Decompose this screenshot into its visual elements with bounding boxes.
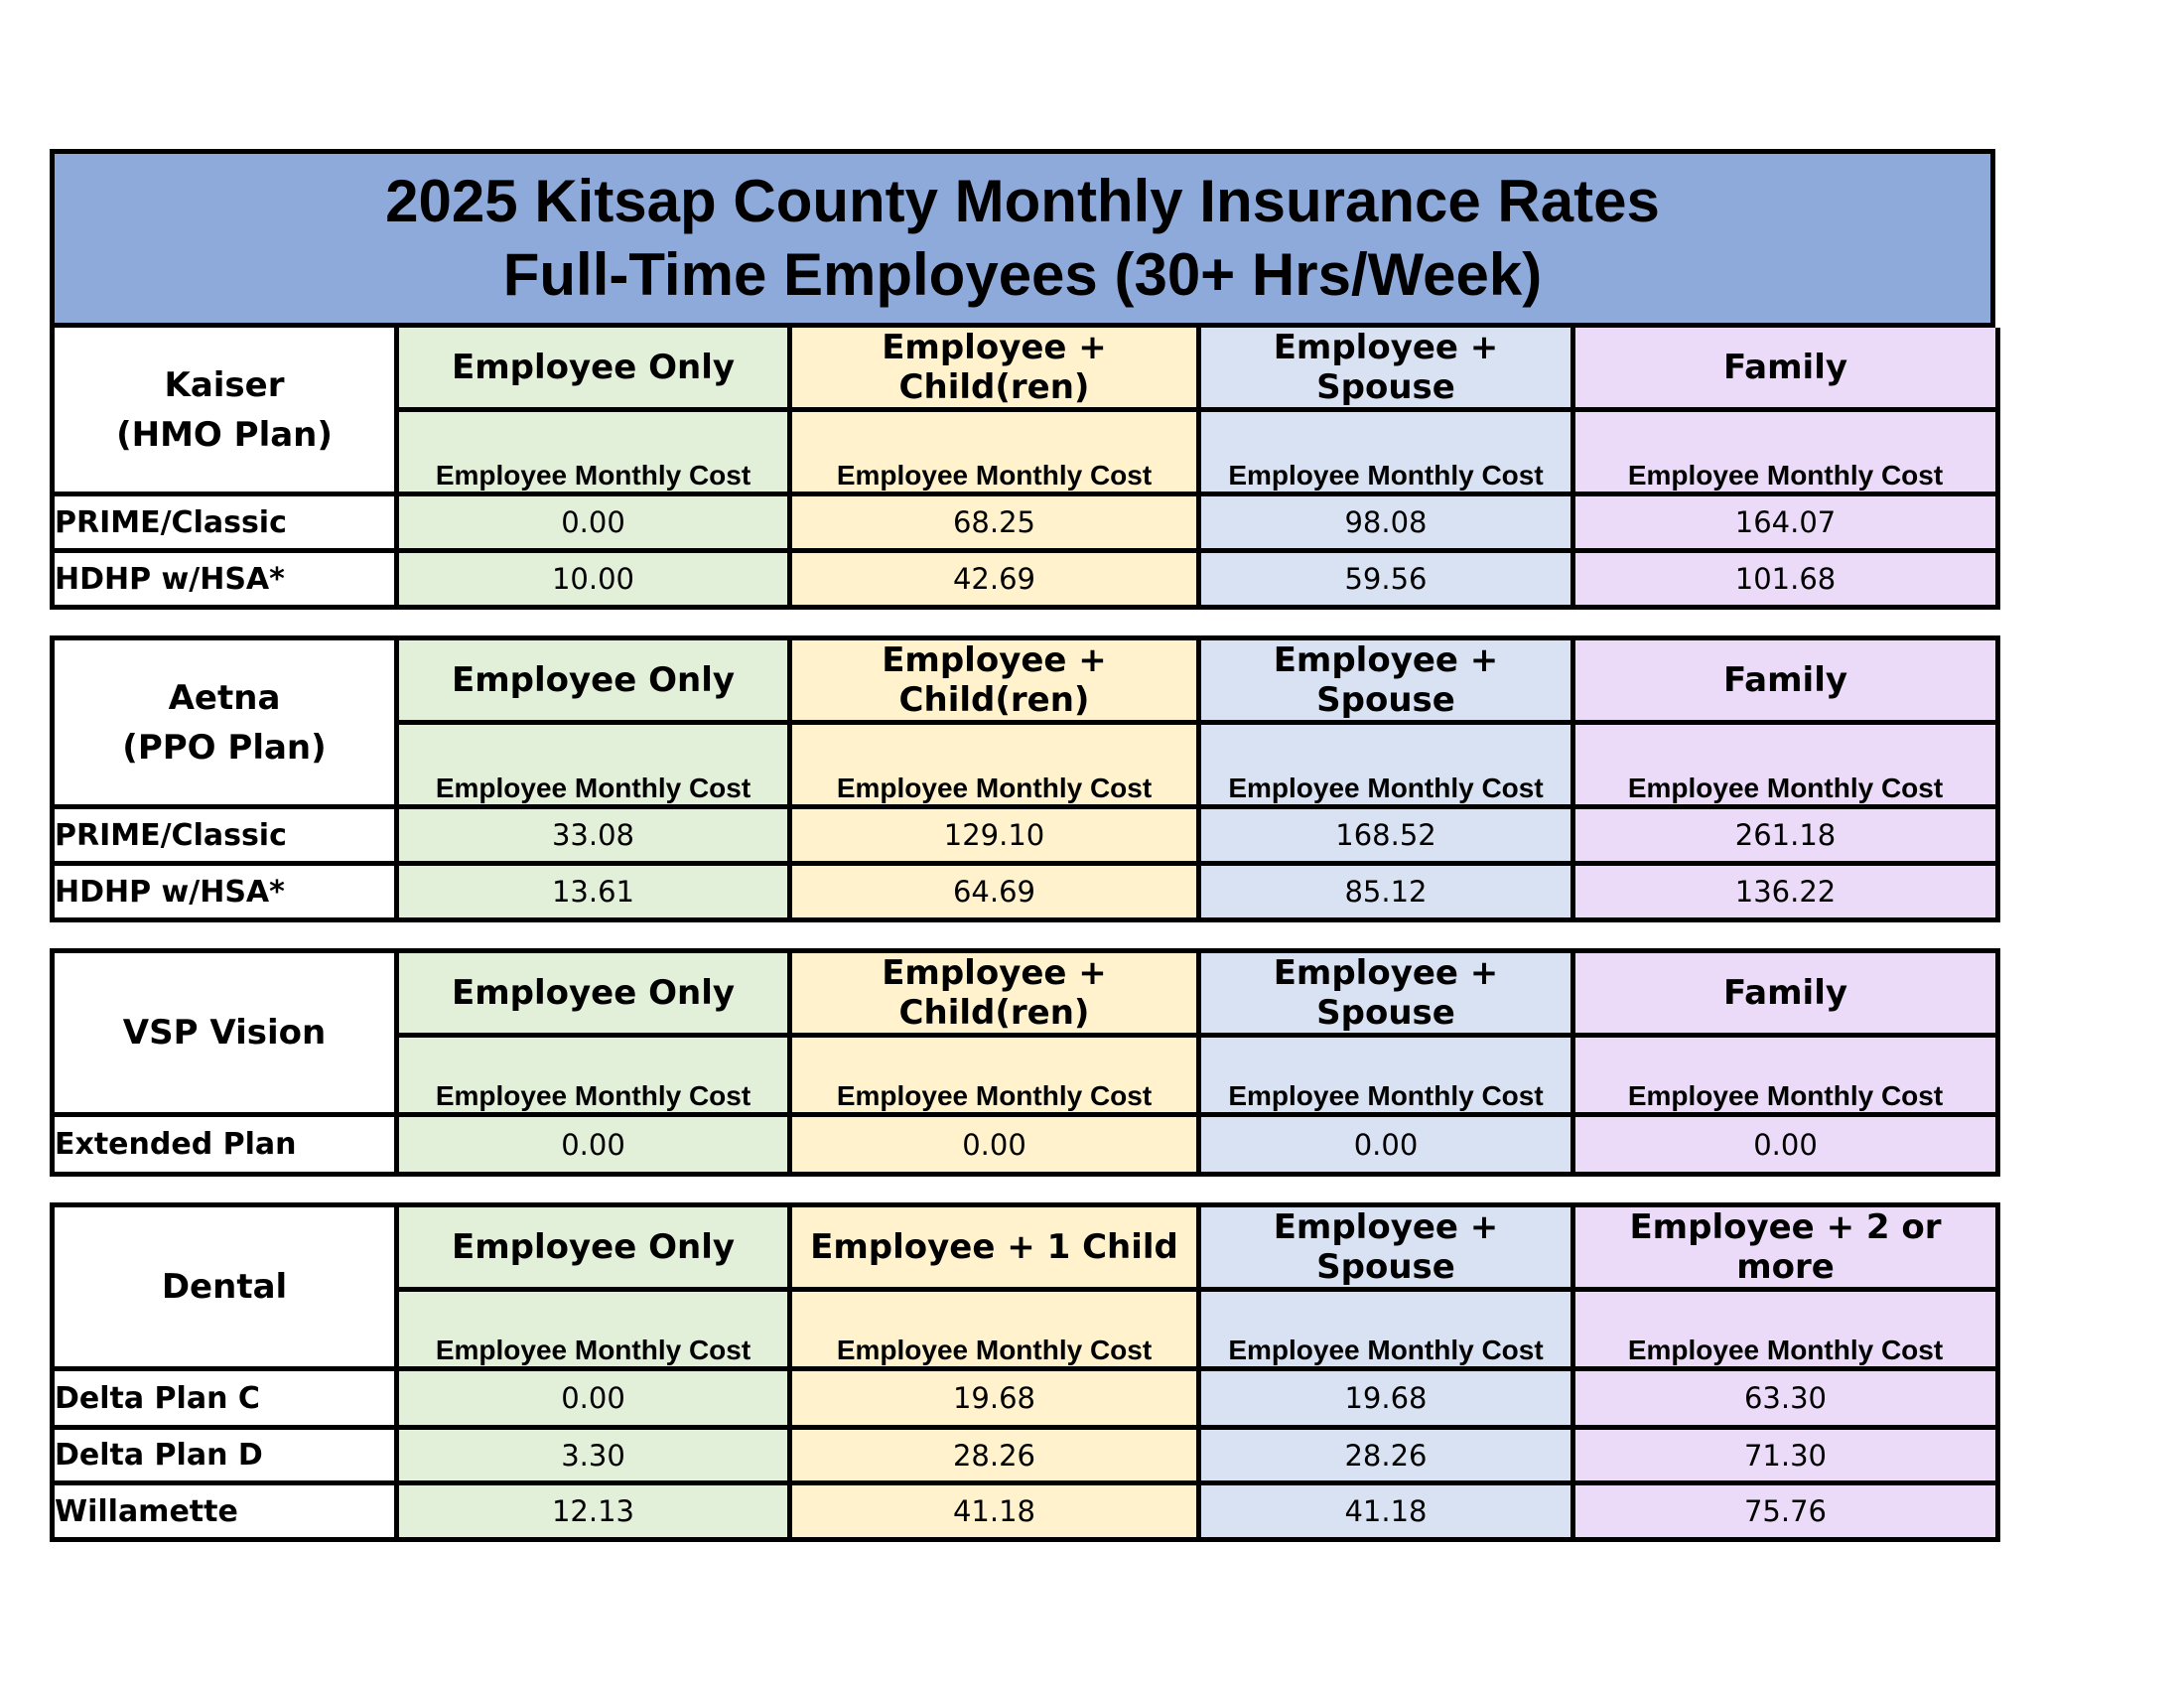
rate-cell: 41.18 bbox=[1196, 1481, 1575, 1542]
rate-cell: 0.00 bbox=[394, 492, 792, 553]
row-label: PRIME/Classic bbox=[50, 804, 399, 866]
sub-header-monthly-cost: Employee Monthly Cost bbox=[394, 407, 792, 496]
table-row: HDHP w/HSA* 13.61 64.69 85.12 136.22 bbox=[50, 862, 2000, 922]
plan-name-line-1: Dental bbox=[161, 1267, 288, 1307]
rate-cell: 164.07 bbox=[1570, 492, 2000, 553]
title-banner: 2025 Kitsap County Monthly Insurance Rat… bbox=[50, 149, 1995, 328]
plan-name-line-1: Kaiser bbox=[164, 364, 285, 405]
rate-cell: 64.69 bbox=[787, 862, 1201, 922]
column-header-employee-spouse: Employee + Spouse bbox=[1196, 328, 1575, 412]
column-header-employee-spouse: Employee + Spouse bbox=[1196, 1202, 1575, 1292]
table-row: Extended Plan 0.00 0.00 0.00 0.00 bbox=[50, 1112, 2000, 1177]
plan-name-line-2: (PPO Plan) bbox=[122, 727, 327, 768]
row-label: Delta Plan D bbox=[50, 1426, 399, 1485]
column-header-employee-two-or-more: Employee + 2 or more bbox=[1570, 1202, 2000, 1292]
rate-cell: 0.00 bbox=[1570, 1112, 2000, 1177]
rate-cell: 63.30 bbox=[1570, 1366, 2000, 1430]
rate-cell: 0.00 bbox=[1196, 1112, 1575, 1177]
sub-header-monthly-cost: Employee Monthly Cost bbox=[394, 720, 792, 809]
rate-cell: 168.52 bbox=[1196, 804, 1575, 866]
plan-name-kaiser: Kaiser (HMO Plan) bbox=[50, 328, 399, 496]
rate-cell: 59.56 bbox=[1196, 549, 1575, 610]
column-header-employee-spouse: Employee + Spouse bbox=[1196, 635, 1575, 725]
rate-cell: 71.30 bbox=[1570, 1426, 2000, 1485]
column-header-employee-only: Employee Only bbox=[394, 1202, 792, 1292]
rate-cell: 261.18 bbox=[1570, 804, 2000, 866]
plan-name-line-1: VSP Vision bbox=[122, 1013, 327, 1053]
plan-name-dental: Dental bbox=[50, 1202, 399, 1371]
sub-header-monthly-cost: Employee Monthly Cost bbox=[1196, 1287, 1575, 1371]
kaiser-table: Kaiser (HMO Plan) Employee Only Employee… bbox=[50, 328, 2000, 610]
rate-cell: 98.08 bbox=[1196, 492, 1575, 553]
rate-cell: 19.68 bbox=[1196, 1366, 1575, 1430]
column-header-employee-children: Employee + Child(ren) bbox=[787, 635, 1201, 725]
rate-cell: 129.10 bbox=[787, 804, 1201, 866]
rate-cell: 75.76 bbox=[1570, 1481, 2000, 1542]
aetna-table: Aetna (PPO Plan) Employee Only Employee … bbox=[50, 635, 2000, 922]
rate-cell: 101.68 bbox=[1570, 549, 2000, 610]
rate-cell: 28.26 bbox=[1196, 1426, 1575, 1485]
dental-table: Dental Employee Only Employee + 1 Child … bbox=[50, 1202, 2000, 1542]
rate-cell: 42.69 bbox=[787, 549, 1201, 610]
column-header-employee-children: Employee + Child(ren) bbox=[787, 948, 1201, 1038]
column-header-family: Family bbox=[1570, 635, 2000, 725]
title-line-1: 2025 Kitsap County Monthly Insurance Rat… bbox=[385, 168, 1660, 234]
sub-header-monthly-cost: Employee Monthly Cost bbox=[394, 1287, 792, 1371]
rates-sheet: 2025 Kitsap County Monthly Insurance Rat… bbox=[50, 149, 2000, 1542]
sub-header-monthly-cost: Employee Monthly Cost bbox=[1570, 407, 2000, 496]
sub-header-monthly-cost: Employee Monthly Cost bbox=[787, 720, 1201, 809]
column-header-employee-one-child: Employee + 1 Child bbox=[787, 1202, 1201, 1292]
column-header-employee-only: Employee Only bbox=[394, 948, 792, 1038]
vsp-vision-table: VSP Vision Employee Only Employee + Chil… bbox=[50, 948, 2000, 1177]
rate-cell: 33.08 bbox=[394, 804, 792, 866]
rate-cell: 3.30 bbox=[394, 1426, 792, 1485]
plan-name-aetna: Aetna (PPO Plan) bbox=[50, 635, 399, 809]
row-label: Willamette bbox=[50, 1481, 399, 1542]
sub-header-monthly-cost: Employee Monthly Cost bbox=[394, 1033, 792, 1117]
sub-header-monthly-cost: Employee Monthly Cost bbox=[1570, 1033, 2000, 1117]
table-row: Willamette 12.13 41.18 41.18 75.76 bbox=[50, 1481, 2000, 1542]
rate-cell: 41.18 bbox=[787, 1481, 1201, 1542]
rate-cell: 0.00 bbox=[394, 1112, 792, 1177]
plan-name-line-2: (HMO Plan) bbox=[116, 414, 333, 455]
sub-header-monthly-cost: Employee Monthly Cost bbox=[787, 1287, 1201, 1371]
sub-header-monthly-cost: Employee Monthly Cost bbox=[787, 407, 1201, 496]
column-header-employee-children: Employee + Child(ren) bbox=[787, 328, 1201, 412]
rate-cell: 13.61 bbox=[394, 862, 792, 922]
title-line-2: Full-Time Employees (30+ Hrs/Week) bbox=[502, 241, 1543, 308]
sub-header-monthly-cost: Employee Monthly Cost bbox=[1196, 407, 1575, 496]
rate-cell: 0.00 bbox=[394, 1366, 792, 1430]
row-label: PRIME/Classic bbox=[50, 492, 399, 553]
sub-header-monthly-cost: Employee Monthly Cost bbox=[1196, 1033, 1575, 1117]
table-row: Delta Plan C 0.00 19.68 19.68 63.30 bbox=[50, 1366, 2000, 1430]
table-row: PRIME/Classic 0.00 68.25 98.08 164.07 bbox=[50, 492, 2000, 553]
column-header-family: Family bbox=[1570, 948, 2000, 1038]
row-label: Extended Plan bbox=[50, 1112, 399, 1177]
column-header-employee-only: Employee Only bbox=[394, 635, 792, 725]
sub-header-monthly-cost: Employee Monthly Cost bbox=[1570, 720, 2000, 809]
column-header-employee-only: Employee Only bbox=[394, 328, 792, 412]
sub-header-monthly-cost: Employee Monthly Cost bbox=[1570, 1287, 2000, 1371]
row-label: Delta Plan C bbox=[50, 1366, 399, 1430]
column-header-employee-spouse: Employee + Spouse bbox=[1196, 948, 1575, 1038]
plan-name-vsp-vision: VSP Vision bbox=[50, 948, 399, 1117]
rate-cell: 136.22 bbox=[1570, 862, 2000, 922]
plan-name-line-1: Aetna bbox=[168, 677, 281, 718]
rate-cell: 85.12 bbox=[1196, 862, 1575, 922]
rate-cell: 68.25 bbox=[787, 492, 1201, 553]
table-row: HDHP w/HSA* 10.00 42.69 59.56 101.68 bbox=[50, 549, 2000, 610]
rate-cell: 28.26 bbox=[787, 1426, 1201, 1485]
row-label: HDHP w/HSA* bbox=[50, 862, 399, 922]
column-header-family: Family bbox=[1570, 328, 2000, 412]
rate-cell: 12.13 bbox=[394, 1481, 792, 1542]
table-row: Delta Plan D 3.30 28.26 28.26 71.30 bbox=[50, 1426, 2000, 1485]
row-label: HDHP w/HSA* bbox=[50, 549, 399, 610]
sub-header-monthly-cost: Employee Monthly Cost bbox=[1196, 720, 1575, 809]
table-row: PRIME/Classic 33.08 129.10 168.52 261.18 bbox=[50, 804, 2000, 866]
rate-cell: 19.68 bbox=[787, 1366, 1201, 1430]
sub-header-monthly-cost: Employee Monthly Cost bbox=[787, 1033, 1201, 1117]
rate-cell: 10.00 bbox=[394, 549, 792, 610]
rate-cell: 0.00 bbox=[787, 1112, 1201, 1177]
